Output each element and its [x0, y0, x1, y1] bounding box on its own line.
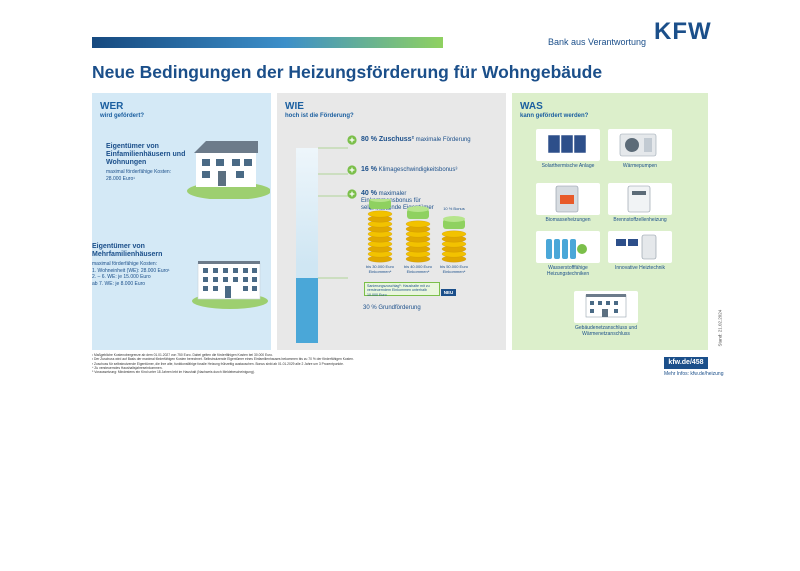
- how-panel: WIE hoch ist die Förderung? 80 % Zuschus…: [277, 93, 506, 350]
- level-text: maximaler Einkommensbonus für selbstnutz…: [361, 191, 434, 211]
- footnote: ¹ Maßgebliche Kostenobergrenze ab dem 01…: [92, 353, 273, 357]
- how-heading: WIE: [285, 101, 304, 112]
- level-icon: [347, 189, 357, 199]
- who-heading: WER: [100, 101, 124, 112]
- group-line: 1. Wohneinheit (WE): 28.000 Euro¹: [92, 267, 170, 274]
- footnote: ⁵ Voraussetzung: Mindestens ein Kind unt…: [92, 370, 255, 375]
- date-stamp: Stand: 21.02.2024: [717, 309, 723, 347]
- item-icon: [585, 294, 627, 318]
- note-box: Sanierungszuschlag⁵: Haushalte mit zu ve…: [364, 282, 440, 297]
- level-value: 80 % Zuschuss²: [361, 136, 414, 143]
- item-icon: [619, 133, 657, 157]
- item-label: Wärmepumpen: [622, 163, 658, 169]
- level-text: Klimageschwindigkeitsbonus³: [378, 167, 458, 173]
- how-subheading: hoch ist die Förderung?: [285, 113, 354, 119]
- level: 16 % Klimageschwindigkeitsbonus³: [361, 166, 501, 174]
- level-value: 16 %: [361, 166, 377, 173]
- group-line: 28.000 Euro¹: [106, 175, 135, 182]
- who-group: Eigentümer von Einfamilienhäusern und Wo…: [106, 143, 190, 182]
- item-card: [608, 231, 672, 263]
- bonus-income: bis 30.000 Euro Einkommen⁴: [365, 264, 395, 274]
- coin-stack: [367, 199, 393, 263]
- coin-stack: [405, 206, 431, 263]
- group-lines: maximal förderfähige Kosten: 1. Wohneinhe…: [92, 261, 192, 287]
- group-title: Eigentümer von Einfamilienhäusern und Wo…: [106, 143, 186, 166]
- brand-bar: [92, 37, 443, 48]
- level: 40 % maximaler Einkommensbonus für selbs…: [361, 190, 451, 212]
- group-line: maximal förderfähige Kosten:: [92, 261, 158, 267]
- item-icon: [555, 185, 579, 213]
- group-line: 2. – 6. WE: je 15.000 Euro: [92, 274, 151, 280]
- group-line: ab 7. WE: je 8.000 Euro: [92, 280, 146, 287]
- item-label: Gebäudenetzanschluss und Wärmenetzanschl…: [575, 325, 637, 337]
- item-icon: [627, 185, 651, 213]
- level-text: maximale Förderung: [415, 137, 471, 143]
- link-badge[interactable]: kfw.de/458: [664, 357, 708, 369]
- footnote: ³ Zuschuss für selbstnutzende Eigentümer…: [92, 361, 344, 366]
- what-panel: WAS kann gefördert werden? Solarthermisc…: [512, 93, 708, 350]
- scale-bar-base: [296, 278, 318, 343]
- level-value: 40 %: [361, 190, 377, 197]
- item-label: Solarthermische Anlage: [541, 163, 595, 169]
- bonus-income: bis 40.000 Euro Einkommen⁴: [403, 264, 433, 274]
- what-heading: WAS: [520, 101, 543, 112]
- item-label: Biomasseheizungen: [545, 217, 591, 223]
- what-subheading: kann gefördert werden?: [520, 113, 589, 119]
- level-icon: [347, 165, 357, 175]
- more-info: Mehr Infos: kfw.de/heizung: [664, 371, 724, 377]
- item-icon: [547, 134, 587, 154]
- group-title: Eigentümer von Mehrfamilienhäusern: [92, 243, 163, 258]
- base-level: 30 % Grundförderung: [363, 305, 421, 311]
- group-line: maximal förderfähige Kosten:: [106, 169, 172, 175]
- footnotes: ¹ Maßgebliche Kostenobergrenze ab dem 01…: [92, 353, 354, 374]
- logo: KFW: [654, 18, 712, 45]
- item-label: Wasserstofffähige Heizungstechniken: [546, 265, 590, 277]
- footnote: ⁴ Zu versteuerndes Haushaltsjahreseinkom…: [92, 365, 163, 370]
- bonus-income: bis 50.000 Euro Einkommen⁴: [439, 264, 469, 274]
- new-tag: NEU: [441, 289, 456, 296]
- who-subheading: wird gefördert?: [100, 113, 145, 119]
- bonus-label: 10 % Bonus: [443, 206, 465, 211]
- item-icon: [616, 234, 657, 260]
- who-panel: WER wird gefördert? Eigentümer von Einfa…: [92, 93, 271, 350]
- page-title: Neue Bedingungen der Heizungsförderung f…: [92, 62, 603, 82]
- scale-lines: [318, 147, 348, 279]
- coin-stack: [441, 216, 467, 263]
- group-lines: maximal förderfähige Kosten: 28.000 Euro¹: [106, 169, 190, 182]
- level: 80 % Zuschuss² maximale Förderung: [361, 136, 501, 144]
- level-icon: [347, 135, 357, 145]
- item-label: Innovative Heiztechnik: [614, 265, 666, 271]
- apartment-illustration: [192, 261, 268, 309]
- brand-tagline: Bank aus Verantwortung: [548, 37, 647, 47]
- footnote: ² Der Zuschuss wird auf Basis der maxima…: [92, 357, 354, 362]
- item-label: Brennstoffzellenheizung: [613, 217, 667, 223]
- house-illustration: [187, 141, 270, 199]
- who-group: Eigentümer von Mehrfamilienhäusern maxim…: [92, 243, 192, 287]
- item-icon: [546, 239, 587, 259]
